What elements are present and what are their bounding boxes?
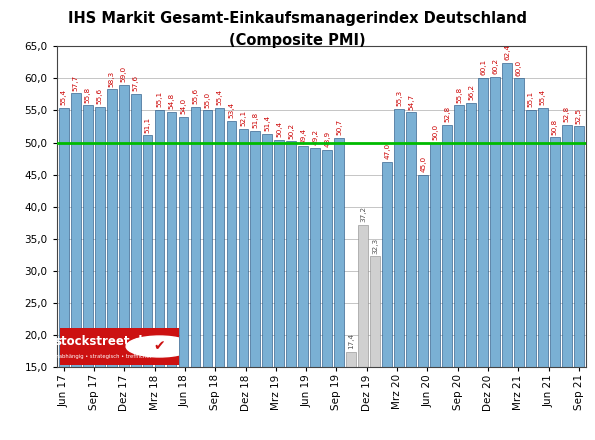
Bar xyxy=(370,256,380,440)
Text: 57,7: 57,7 xyxy=(73,74,79,91)
Text: 54,0: 54,0 xyxy=(180,98,186,114)
Bar xyxy=(95,106,105,440)
Text: 52,8: 52,8 xyxy=(564,106,570,122)
Text: unabhängig • strategisch • trefflicher: unabhängig • strategisch • trefflicher xyxy=(52,355,152,359)
Bar xyxy=(274,140,284,440)
Text: 58,3: 58,3 xyxy=(109,70,115,87)
Bar xyxy=(454,105,464,440)
Bar xyxy=(442,125,452,440)
Text: 49,2: 49,2 xyxy=(312,129,318,145)
Text: 55,6: 55,6 xyxy=(96,88,103,104)
Text: 56,2: 56,2 xyxy=(468,84,474,100)
Text: 55,3: 55,3 xyxy=(396,90,402,106)
Text: 48,9: 48,9 xyxy=(324,131,330,147)
Bar xyxy=(478,78,488,440)
Bar xyxy=(502,63,512,440)
Text: 52,5: 52,5 xyxy=(576,108,582,124)
Bar xyxy=(406,112,416,440)
Text: 51,1: 51,1 xyxy=(145,117,151,133)
Text: 55,1: 55,1 xyxy=(156,91,162,107)
Text: 54,8: 54,8 xyxy=(168,93,174,109)
Bar xyxy=(83,105,93,440)
Text: 51,4: 51,4 xyxy=(264,115,270,131)
Text: 37,2: 37,2 xyxy=(360,206,367,222)
Bar xyxy=(215,108,224,440)
Text: 55,4: 55,4 xyxy=(61,89,67,105)
Bar xyxy=(562,125,572,440)
Bar xyxy=(574,126,584,440)
Bar xyxy=(322,150,332,440)
Text: 55,4: 55,4 xyxy=(540,89,546,105)
Text: 55,1: 55,1 xyxy=(528,91,534,107)
Bar xyxy=(299,147,308,440)
Bar xyxy=(526,110,536,440)
Text: 50,7: 50,7 xyxy=(336,119,342,136)
Bar xyxy=(202,110,212,440)
Text: 50,2: 50,2 xyxy=(289,123,295,139)
Text: (Composite PMI): (Composite PMI) xyxy=(229,33,366,48)
Text: 55,8: 55,8 xyxy=(84,87,90,103)
Text: 32,3: 32,3 xyxy=(372,238,378,254)
Bar xyxy=(59,108,68,440)
Bar xyxy=(131,94,140,440)
Text: 50,8: 50,8 xyxy=(552,119,558,135)
Text: 17,4: 17,4 xyxy=(348,333,354,349)
Text: 59,0: 59,0 xyxy=(121,66,127,82)
Bar xyxy=(514,78,524,440)
Text: 60,2: 60,2 xyxy=(492,59,498,74)
Text: ✔: ✔ xyxy=(154,340,165,353)
Bar xyxy=(311,148,320,440)
Text: 50,0: 50,0 xyxy=(432,124,438,140)
Bar xyxy=(178,117,189,440)
Bar xyxy=(358,225,368,440)
Text: IHS Markit Gesamt-Einkaufsmanagerindex Deutschland: IHS Markit Gesamt-Einkaufsmanagerindex D… xyxy=(68,11,527,26)
Bar xyxy=(286,141,296,440)
Circle shape xyxy=(126,336,193,357)
Text: stockstreet.de: stockstreet.de xyxy=(54,335,151,348)
Bar xyxy=(167,112,177,440)
Text: 47,0: 47,0 xyxy=(384,143,390,159)
Bar xyxy=(490,77,500,440)
Bar xyxy=(550,137,560,440)
Bar xyxy=(119,85,129,440)
Bar xyxy=(382,162,392,440)
Text: 49,4: 49,4 xyxy=(300,128,306,144)
Bar xyxy=(418,175,428,440)
Bar xyxy=(394,109,404,440)
Bar xyxy=(227,121,236,440)
Text: 52,1: 52,1 xyxy=(240,110,246,126)
Bar xyxy=(538,108,548,440)
Text: 53,4: 53,4 xyxy=(228,102,234,118)
Text: 55,4: 55,4 xyxy=(217,89,223,105)
Text: 50,4: 50,4 xyxy=(276,121,283,137)
Bar xyxy=(346,352,356,440)
Bar xyxy=(71,93,80,440)
Text: 57,6: 57,6 xyxy=(133,75,139,91)
Bar xyxy=(239,129,248,440)
Text: 60,0: 60,0 xyxy=(516,60,522,76)
Bar xyxy=(466,103,476,440)
Bar xyxy=(143,136,152,440)
Text: 52,8: 52,8 xyxy=(444,106,450,122)
Text: 60,1: 60,1 xyxy=(480,59,486,75)
Bar xyxy=(190,106,201,440)
Text: 55,6: 55,6 xyxy=(193,88,199,104)
Bar xyxy=(430,143,440,440)
Bar xyxy=(334,138,344,440)
Bar xyxy=(107,89,117,440)
Text: 45,0: 45,0 xyxy=(420,156,426,172)
Text: 55,8: 55,8 xyxy=(456,87,462,103)
Bar xyxy=(262,134,273,440)
Text: 51,8: 51,8 xyxy=(252,112,258,128)
Bar xyxy=(250,131,261,440)
Text: 62,4: 62,4 xyxy=(504,44,510,60)
FancyBboxPatch shape xyxy=(56,326,182,367)
Text: 55,0: 55,0 xyxy=(205,92,211,108)
Bar xyxy=(155,110,164,440)
Text: 54,7: 54,7 xyxy=(408,94,414,110)
